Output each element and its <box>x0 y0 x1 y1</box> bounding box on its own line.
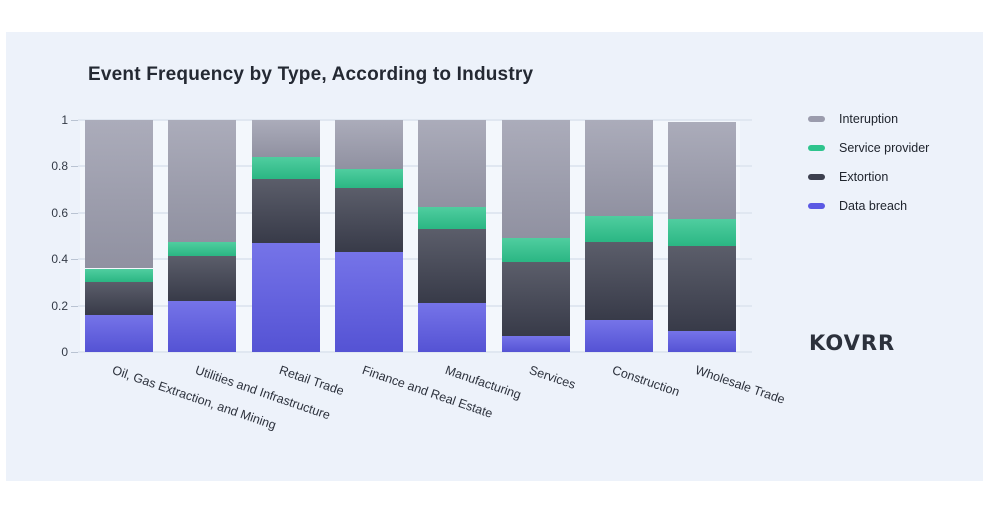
bar-segment[interactable] <box>668 122 737 219</box>
bar-segment[interactable] <box>168 120 237 242</box>
bar-segment[interactable] <box>668 331 737 352</box>
y-axis-tick-mark <box>71 305 78 307</box>
gridline <box>78 258 752 261</box>
gridline <box>78 211 752 214</box>
bar[interactable] <box>418 120 487 352</box>
legend-swatch-icon <box>808 144 825 151</box>
bar-segment[interactable] <box>501 238 570 262</box>
bar-segment[interactable] <box>584 319 653 352</box>
bar-segment[interactable] <box>334 120 403 169</box>
bar[interactable] <box>251 120 320 352</box>
bar-segment[interactable] <box>418 229 487 304</box>
legend-label: Interuption <box>839 111 899 126</box>
bar-segment[interactable] <box>251 179 320 243</box>
bar-segment[interactable] <box>251 120 320 158</box>
bar-segment[interactable] <box>334 252 403 352</box>
bar-segment[interactable] <box>501 120 570 239</box>
legend-swatch-icon <box>808 115 825 122</box>
y-axis-tick-label: 0.2 <box>51 298 68 313</box>
legend-item[interactable]: Extortion <box>808 169 929 184</box>
legend-label: Data breach <box>839 198 908 213</box>
bar-segment[interactable] <box>501 335 570 352</box>
gridline <box>78 351 752 353</box>
legend-swatch-icon <box>808 202 825 209</box>
bar-segment[interactable] <box>168 241 237 256</box>
bar-segment[interactable] <box>168 255 237 301</box>
y-axis-tick-label: 0.8 <box>51 159 68 174</box>
plot-area: 0 0.2 0.4 0.6 0.8 1 Oil, Gas Extraction, and … <box>51 113 786 432</box>
bar-segment[interactable] <box>418 303 487 352</box>
bar[interactable] <box>168 120 237 352</box>
gridline <box>78 119 752 121</box>
bar-segment[interactable] <box>418 120 487 207</box>
bar-segment[interactable] <box>668 218 737 247</box>
legend-swatch-icon <box>808 173 825 180</box>
y-axis-tick-mark <box>71 352 78 353</box>
bar-segment[interactable] <box>334 188 403 253</box>
bar-segment[interactable] <box>251 242 320 352</box>
y-axis-tick-mark <box>71 259 78 261</box>
legend-item[interactable]: Data breach <box>808 198 929 213</box>
chart-title: Event Frequency by Type, According to In… <box>88 64 534 85</box>
kovrr-logo: KOVRR <box>809 331 896 355</box>
bar-segment[interactable] <box>85 282 153 315</box>
gridline <box>78 304 752 307</box>
bar-segment[interactable] <box>584 216 653 242</box>
chart-legend: Interuption Service provider Extortion Data… <box>808 111 929 227</box>
y-axis-tick-mark <box>71 166 78 168</box>
legend-label: Service provider <box>839 140 930 155</box>
y-axis-tick-label: 0.6 <box>51 205 68 220</box>
y-axis-tick-label: 0 <box>61 345 68 359</box>
y-axis-tick-mark <box>71 212 78 214</box>
bar-segment[interactable] <box>334 168 403 189</box>
bar-segment[interactable] <box>251 157 320 180</box>
bar-segment[interactable] <box>584 120 653 217</box>
bar[interactable] <box>668 120 737 352</box>
bar-segment[interactable] <box>85 314 153 352</box>
bar[interactable] <box>584 120 653 352</box>
bar-segment[interactable] <box>168 300 237 352</box>
bar-segment[interactable] <box>85 268 153 283</box>
bar-segment[interactable] <box>584 241 653 320</box>
legend-item[interactable]: Interuption <box>808 111 929 126</box>
bar-segment[interactable] <box>501 261 570 336</box>
bar[interactable] <box>334 120 403 352</box>
bar-segment[interactable] <box>85 120 153 269</box>
legend-item[interactable]: Service provider <box>808 140 929 155</box>
legend-label: Extortion <box>839 169 889 184</box>
bar-segment[interactable] <box>418 207 487 230</box>
y-axis-tick-label: 1 <box>61 113 68 127</box>
bar-segment[interactable] <box>668 246 737 332</box>
gridline <box>78 165 752 168</box>
y-axis-tick-mark <box>71 120 78 121</box>
y-axis-tick-label: 0.4 <box>51 252 68 267</box>
bar[interactable] <box>85 120 153 352</box>
bar[interactable] <box>501 120 570 352</box>
